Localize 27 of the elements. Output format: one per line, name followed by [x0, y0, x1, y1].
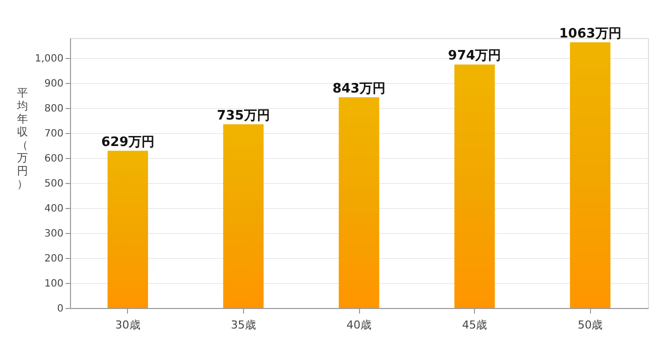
y-tick-label: 0: [57, 304, 64, 314]
data-label: 843万円: [332, 81, 386, 96]
bar: [108, 150, 148, 308]
data-label: 1063万円: [559, 26, 622, 42]
bar: [223, 124, 264, 308]
bar: [570, 42, 610, 308]
x-tick-label: 50歳: [578, 318, 603, 332]
data-label: 974万円: [448, 48, 502, 64]
x-tick-label: 30歳: [115, 318, 140, 332]
data-label: 735万円: [216, 108, 270, 124]
y-tick-label: 400: [44, 204, 64, 214]
y-tick-label: 1,000: [34, 54, 64, 64]
y-tick-label: 300: [44, 228, 64, 240]
y-axis-title: 平均年収（万円）: [16, 86, 28, 190]
bar: [338, 97, 380, 308]
bar: [454, 64, 495, 308]
y-tick-label: 600: [44, 154, 64, 164]
x-tick-label: 40歳: [346, 318, 372, 332]
data-label: 629万円: [101, 134, 154, 150]
y-tick-label: 500: [44, 178, 64, 190]
x-tick-label: 35歳: [230, 318, 256, 332]
y-tick-label: 200: [44, 254, 64, 264]
y-tick-label: 700: [44, 128, 64, 140]
x-tick-label: 45歳: [462, 318, 488, 332]
y-tick-label: 100: [44, 278, 64, 290]
y-tick-label: 800: [44, 104, 64, 114]
y-tick-label: 900: [44, 78, 64, 90]
